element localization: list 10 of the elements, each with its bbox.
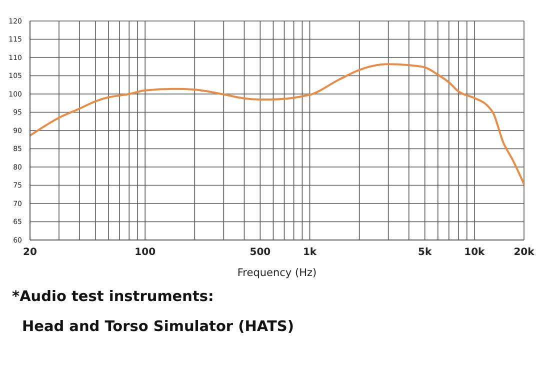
- text: Head and Torso Simulator (HATS): [21, 318, 294, 337]
- x-tick-label: 100: [134, 247, 156, 258]
- x-tick-label: 20k: [514, 247, 535, 258]
- x-tick-label: 5k: [418, 247, 432, 258]
- x-tick-label: 10k: [464, 247, 486, 258]
- x-axis-title: Frequency (Hz): [237, 267, 317, 279]
- x-tick-label: 1k: [302, 247, 317, 258]
- text: *Audio test instruments:: [12, 288, 215, 307]
- x-tick-label: 500: [250, 247, 271, 258]
- x-tick-label: 20: [23, 247, 37, 258]
